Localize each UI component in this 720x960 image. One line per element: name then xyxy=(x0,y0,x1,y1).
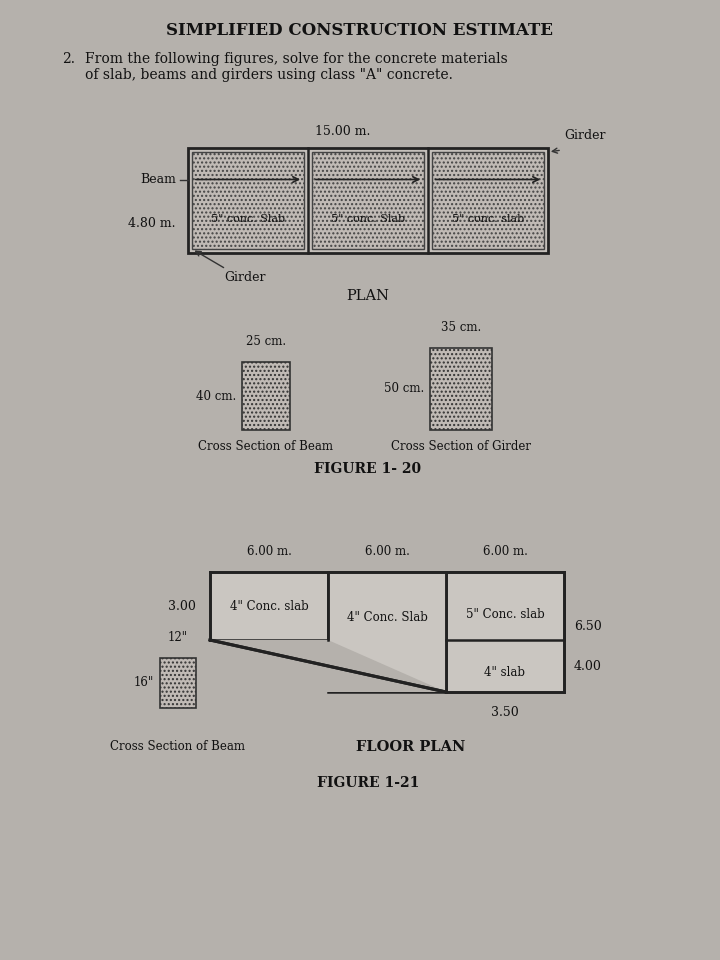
Text: 5" conc. slab: 5" conc. slab xyxy=(452,214,524,225)
Text: 40 cm.: 40 cm. xyxy=(196,390,236,402)
Text: 3.50: 3.50 xyxy=(491,706,519,719)
Text: 4.00: 4.00 xyxy=(574,660,602,673)
Text: 6.50: 6.50 xyxy=(574,620,602,634)
Text: 25 cm.: 25 cm. xyxy=(246,335,286,348)
Text: From the following figures, solve for the concrete materials
of slab, beams and : From the following figures, solve for th… xyxy=(85,52,508,83)
Bar xyxy=(188,148,548,253)
Text: SIMPLIFIED CONSTRUCTION ESTIMATE: SIMPLIFIED CONSTRUCTION ESTIMATE xyxy=(166,22,554,39)
Text: Beam: Beam xyxy=(140,173,176,186)
Text: 4" Conc. slab: 4" Conc. slab xyxy=(230,599,308,612)
Text: 3.00: 3.00 xyxy=(168,599,196,612)
Text: 6.00 m.: 6.00 m. xyxy=(482,545,528,558)
Bar xyxy=(328,572,446,640)
Bar xyxy=(432,152,544,249)
Text: FLOOR PLAN: FLOOR PLAN xyxy=(356,740,465,754)
Text: 6.00 m.: 6.00 m. xyxy=(246,545,292,558)
Polygon shape xyxy=(210,640,446,692)
Bar xyxy=(446,572,564,640)
Text: 6.00 m.: 6.00 m. xyxy=(364,545,410,558)
Bar xyxy=(192,152,304,249)
Text: Girder: Girder xyxy=(564,129,606,142)
Text: 12": 12" xyxy=(168,631,188,644)
Text: Cross Section of Beam: Cross Section of Beam xyxy=(199,440,333,453)
Text: Girder: Girder xyxy=(224,271,266,284)
Text: Cross Section of Beam: Cross Section of Beam xyxy=(110,740,246,753)
Text: PLAN: PLAN xyxy=(346,289,390,303)
Bar xyxy=(210,572,328,640)
Bar xyxy=(242,362,290,430)
Bar xyxy=(160,658,196,708)
Bar xyxy=(430,348,492,430)
Text: FIGURE 1-21: FIGURE 1-21 xyxy=(317,776,419,790)
Text: 2.: 2. xyxy=(62,52,75,66)
Text: 16": 16" xyxy=(134,677,154,689)
Text: FIGURE 1- 20: FIGURE 1- 20 xyxy=(315,462,422,476)
Text: 4" Conc. Slab: 4" Conc. Slab xyxy=(346,612,428,624)
Bar xyxy=(446,572,564,692)
Bar xyxy=(312,152,424,249)
Text: 5" conc. Slab: 5" conc. Slab xyxy=(331,214,405,225)
Text: 50 cm.: 50 cm. xyxy=(384,382,424,396)
Text: 4.80 m.: 4.80 m. xyxy=(128,217,176,230)
Text: Cross Section of Girder: Cross Section of Girder xyxy=(391,440,531,453)
Bar xyxy=(328,572,446,692)
Text: 5" Conc. slab: 5" Conc. slab xyxy=(466,608,544,620)
Text: 4" slab: 4" slab xyxy=(485,665,526,679)
Text: 35 cm.: 35 cm. xyxy=(441,321,481,334)
Text: 5" conc. Slab: 5" conc. Slab xyxy=(211,214,285,225)
Text: 15.00 m.: 15.00 m. xyxy=(315,125,371,138)
